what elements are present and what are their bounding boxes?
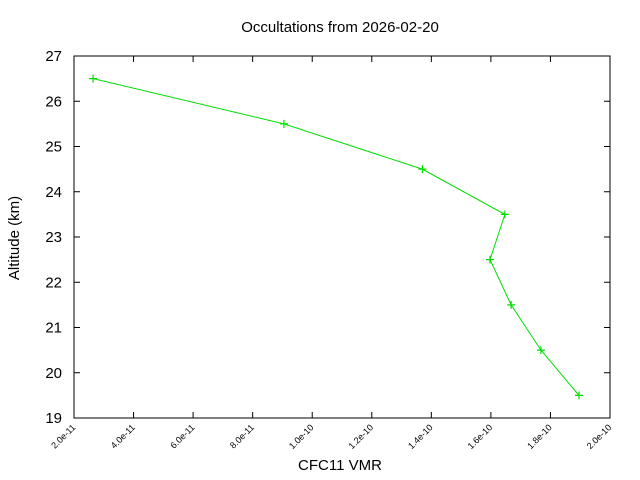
y-tick-label: 23: [45, 229, 62, 246]
y-tick-label: 22: [45, 274, 62, 291]
plot-frame: [73, 55, 611, 419]
data-point-marker: [575, 391, 584, 400]
data-point-marker: [485, 255, 494, 264]
data-point-marker: [279, 119, 288, 128]
y-tick-label: 25: [45, 139, 62, 156]
data-point-marker: [500, 210, 509, 219]
x-tick-label: 1.4e-10: [406, 422, 435, 451]
x-tick-label: 2.0e-10: [585, 422, 614, 451]
x-tick-label: 1.8e-10: [525, 422, 554, 451]
x-tick-label: 1.2e-10: [347, 422, 376, 451]
y-tick-label: 27: [45, 48, 62, 65]
x-tick-label: 8.0e-11: [228, 422, 256, 450]
data-point-marker: [536, 346, 545, 355]
data-point-marker: [418, 165, 427, 174]
y-tick-label: 21: [45, 320, 62, 337]
y-axis-label: Altitude (km): [6, 196, 23, 280]
y-tick-label: 24: [45, 184, 62, 201]
x-axis-label: CFC11 VMR: [298, 457, 382, 474]
x-tick-label: 4.0e-11: [109, 422, 137, 450]
x-tick-label: 1.6e-10: [466, 422, 495, 451]
y-tick-label: 20: [45, 365, 62, 382]
y-tick-label: 26: [45, 93, 62, 110]
x-tick-label: 6.0e-11: [168, 422, 196, 450]
data-point-marker: [507, 300, 516, 309]
data-point-marker: [89, 74, 98, 83]
data-line: [92, 78, 580, 396]
x-tick-label: 1.0e-10: [287, 422, 316, 451]
chart-title: Occultations from 2026-02-20: [241, 19, 439, 36]
y-tick-label: 19: [45, 410, 62, 427]
